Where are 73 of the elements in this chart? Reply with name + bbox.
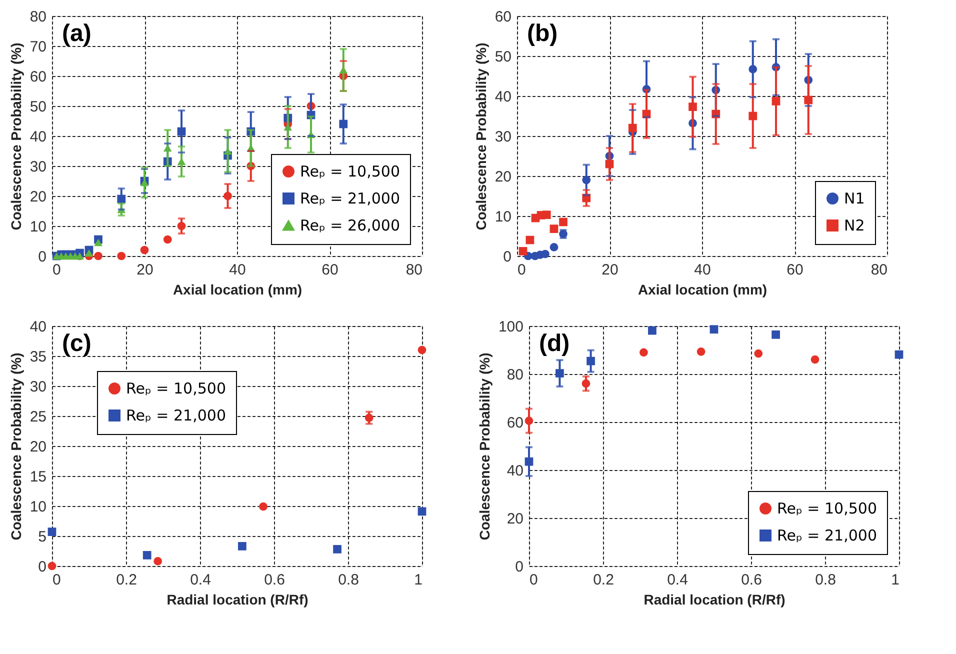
annotation: (d) bbox=[539, 330, 570, 357]
y-tick-label: 80 bbox=[506, 366, 524, 384]
y-tick-label: 60 bbox=[30, 68, 46, 86]
legend-label: Reₚ = 26,000 bbox=[300, 216, 400, 234]
y-tick-label: 10 bbox=[494, 208, 512, 226]
x-tick-label: 0.2 bbox=[593, 572, 614, 588]
y-tick-label: 40 bbox=[506, 462, 524, 480]
x-tick-label: 60 bbox=[786, 262, 804, 278]
x-tick-label: 0 bbox=[52, 262, 61, 278]
y-tick-label: 20 bbox=[494, 168, 512, 186]
y-tick-label: 40 bbox=[494, 88, 512, 106]
y-tick-label: 20 bbox=[506, 510, 524, 528]
y-tick-label: 25 bbox=[30, 408, 46, 426]
y-tick-label: 30 bbox=[30, 158, 46, 176]
y-tick-label: 100 bbox=[498, 318, 524, 336]
y-axis-title: Coalescence Probability (%) bbox=[476, 352, 492, 540]
y-tick-label: 0 bbox=[515, 558, 524, 576]
x-tick-label: 0.4 bbox=[667, 572, 688, 588]
x-tick-label: 0.2 bbox=[116, 572, 137, 588]
x-tick-label: 0.6 bbox=[264, 572, 285, 588]
x-tick-label: 0.4 bbox=[190, 572, 211, 588]
x-tick-label: 1 bbox=[891, 572, 900, 588]
annotation: (b) bbox=[527, 20, 558, 47]
y-axis-title: Coalescence Probability (%) bbox=[472, 42, 489, 230]
y-tick-label: 0 bbox=[38, 248, 46, 266]
legend-label: Reₚ = 10,500 bbox=[126, 380, 226, 398]
x-tick-label: 20 bbox=[136, 262, 154, 278]
x-tick-label: 0 bbox=[52, 572, 61, 588]
y-tick-label: 40 bbox=[30, 318, 46, 336]
y-tick-label: 20 bbox=[30, 438, 46, 456]
legend-label: Reₚ = 10,500 bbox=[777, 500, 877, 518]
x-axis-title: Radial location (R/Rf) bbox=[644, 592, 786, 608]
y-tick-label: 80 bbox=[30, 8, 46, 26]
y-tick-label: 50 bbox=[30, 98, 46, 116]
y-tick-label: 20 bbox=[30, 188, 46, 206]
legend-label: N1 bbox=[844, 190, 865, 208]
y-tick-label: 60 bbox=[494, 8, 512, 26]
y-tick-label: 0 bbox=[503, 248, 512, 266]
x-tick-label: 40 bbox=[694, 262, 711, 278]
y-axis-title: Coalescence Probability (%) bbox=[8, 42, 24, 230]
y-tick-label: 30 bbox=[30, 378, 46, 396]
y-tick-label: 60 bbox=[506, 414, 524, 432]
y-tick-label: 35 bbox=[30, 348, 46, 366]
x-axis-title: Radial location (R/Rf) bbox=[166, 592, 308, 608]
x-tick-label: 80 bbox=[870, 262, 888, 278]
annotation: (c) bbox=[62, 330, 92, 357]
x-tick-label: 0.8 bbox=[338, 572, 359, 588]
x-tick-label: 60 bbox=[322, 262, 338, 278]
y-tick-label: 10 bbox=[30, 498, 46, 516]
y-axis-title: Coalescence Probability (%) bbox=[8, 352, 24, 540]
y-tick-label: 50 bbox=[494, 48, 512, 66]
y-tick-label: 70 bbox=[30, 38, 46, 56]
x-tick-label: 40 bbox=[229, 262, 246, 278]
y-tick-label: 0 bbox=[38, 558, 46, 576]
legend-label: Reₚ = 21,000 bbox=[126, 406, 226, 424]
x-axis-title: Axial location (mm) bbox=[638, 282, 768, 298]
x-tick-label: 1 bbox=[414, 572, 422, 588]
y-tick-label: 40 bbox=[30, 128, 46, 146]
x-tick-label: 0 bbox=[530, 572, 538, 588]
legend-label: N2 bbox=[844, 216, 865, 234]
annotation: (a) bbox=[62, 20, 92, 47]
legend-label: Reₚ = 21,000 bbox=[777, 526, 877, 544]
legend-label: Reₚ = 21,000 bbox=[300, 190, 400, 208]
y-tick-label: 15 bbox=[30, 468, 46, 486]
y-tick-label: 30 bbox=[494, 128, 512, 146]
x-tick-label: 0.6 bbox=[741, 572, 762, 588]
legend-label: Reₚ = 10,500 bbox=[300, 162, 400, 180]
x-tick-label: 80 bbox=[406, 262, 422, 278]
x-tick-label: 0.8 bbox=[815, 572, 836, 588]
y-tick-label: 10 bbox=[30, 218, 46, 236]
y-tick-label: 5 bbox=[38, 528, 46, 546]
x-tick-label: 20 bbox=[602, 262, 618, 278]
x-axis-title: Axial location (mm) bbox=[172, 282, 302, 298]
